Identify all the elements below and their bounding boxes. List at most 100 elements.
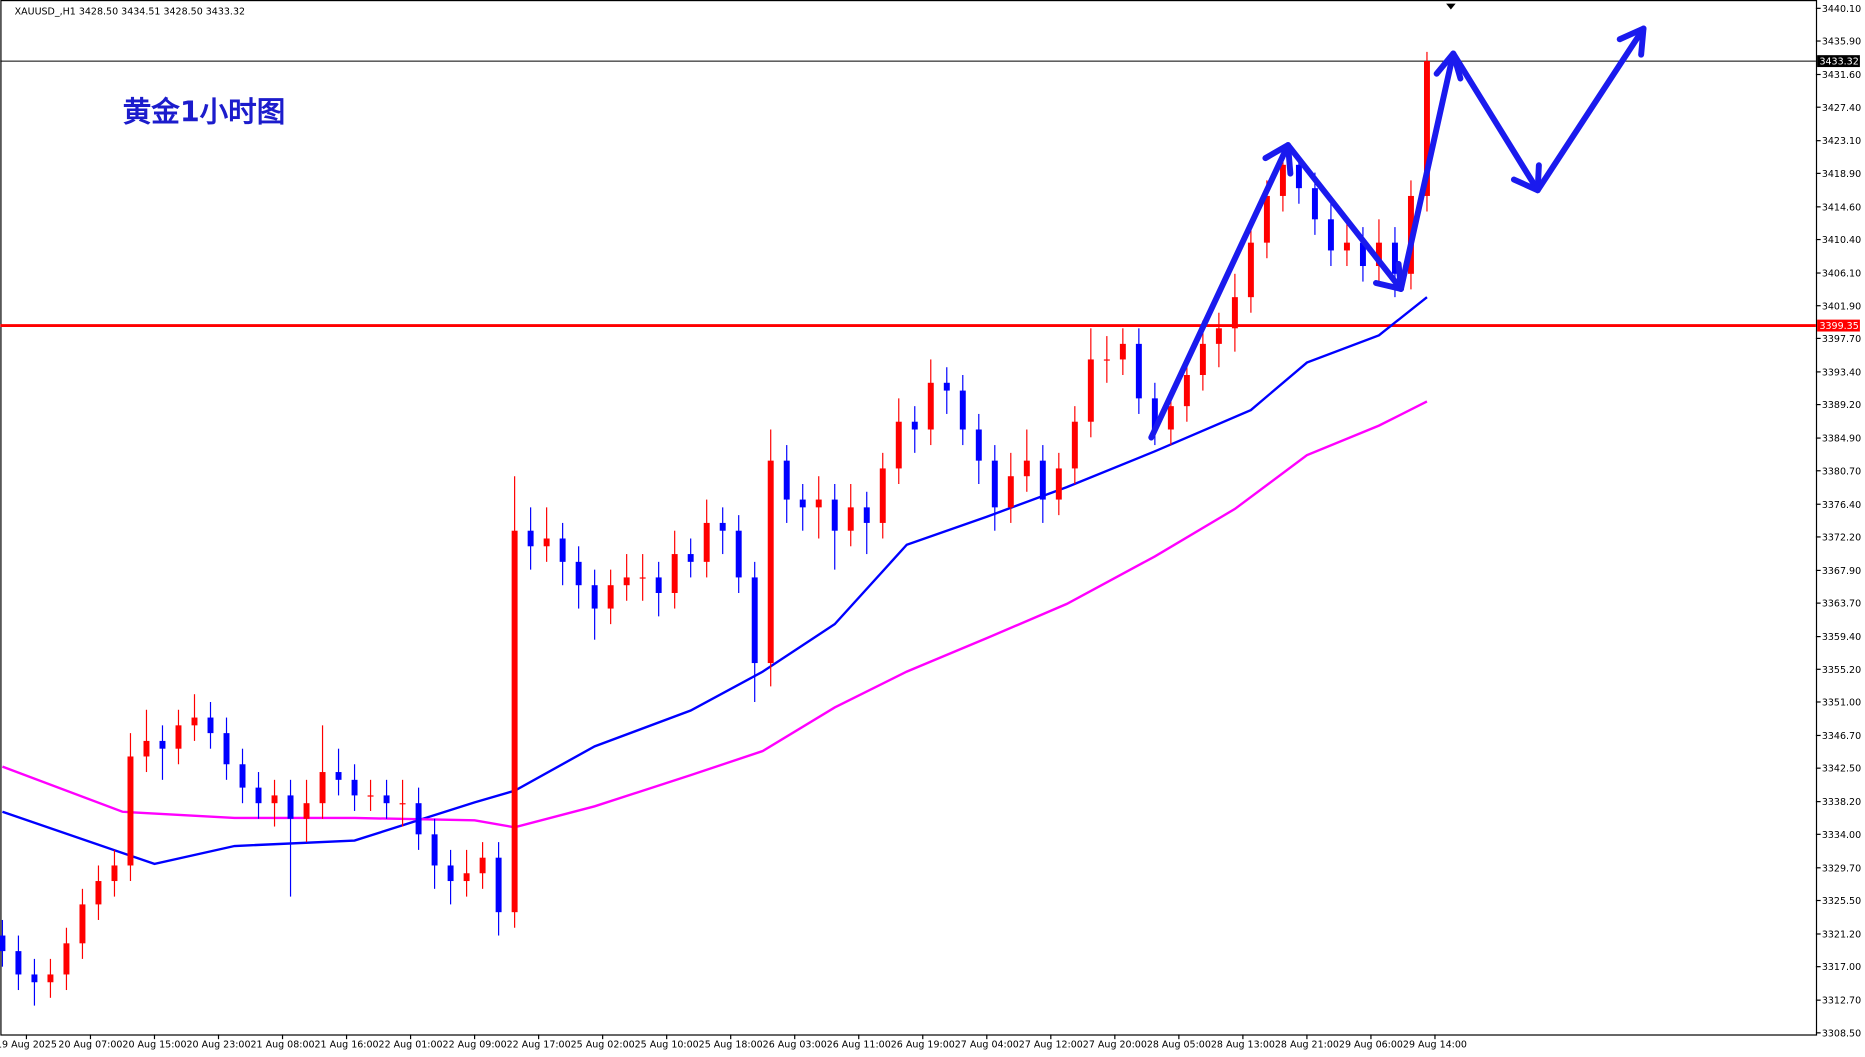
candle-body (1023, 460, 1030, 477)
x-tick-label: 19 Aug 2025 (0, 1039, 57, 1050)
x-tick-label: 26 Aug 19:00 (891, 1039, 955, 1050)
candle-body (431, 834, 438, 866)
candle-body (0, 935, 6, 952)
y-tick-label: 3325.50 (1822, 896, 1861, 907)
candle-body (687, 554, 694, 562)
x-tick-label: 27 Aug 04:00 (955, 1039, 1019, 1050)
moving-average (2, 296, 1428, 866)
y-tick-label: 3312.70 (1822, 996, 1861, 1007)
y-tick-label: 3342.50 (1822, 764, 1861, 775)
chart-layer: 3440.10 3435.90 3431.60 3427.40 3423.10 3418.… (0, 4, 1861, 1050)
x-tick-label: 20 Aug 07:00 (58, 1039, 122, 1050)
y-tick-label: 3376.40 (1822, 500, 1861, 511)
candle-body (319, 772, 326, 804)
candle-body (511, 530, 518, 913)
y-tick-label: 3406.10 (1822, 269, 1861, 280)
x-tick-label: 28 Aug 13:00 (1211, 1039, 1275, 1050)
shift-marker (1446, 3, 1456, 10)
candle-body (1231, 297, 1238, 329)
y-tick-label: 3380.70 (1822, 466, 1861, 477)
chart-title: XAUUSD_,H1 3428.50 3434.51 3428.50 3433.… (15, 6, 245, 17)
candle-body (31, 974, 38, 983)
y-tick-label: 3355.20 (1822, 665, 1861, 676)
candle-body (143, 740, 150, 757)
price-tag-label: 3433.32 (1819, 57, 1858, 68)
x-tick-label: 29 Aug 06:00 (1339, 1039, 1403, 1050)
candle-body (1119, 343, 1126, 360)
candle-body (815, 499, 822, 508)
y-tick-label: 3329.70 (1822, 863, 1861, 874)
candle-body (495, 857, 502, 913)
arrow-head (1262, 142, 1294, 177)
y-tick-label: 3321.20 (1822, 930, 1861, 941)
candle-body (303, 803, 310, 819)
candle-body (1423, 61, 1430, 196)
candle-body (351, 779, 358, 796)
y-tick-label: 3338.20 (1822, 797, 1861, 808)
candle-body (1103, 359, 1110, 361)
x-tick-label: 20 Aug 23:00 (186, 1039, 250, 1050)
y-tick-label: 3351.00 (1822, 698, 1861, 709)
candle-body (735, 530, 742, 578)
candle-body (127, 756, 134, 866)
y-tick-label: 3372.20 (1822, 533, 1861, 544)
y-tick-label: 3393.40 (1822, 367, 1861, 378)
candle-body (591, 585, 598, 609)
candle-body (1311, 188, 1318, 220)
candle-body (47, 974, 54, 983)
candle-body (479, 857, 486, 874)
x-tick-label: 26 Aug 03:00 (763, 1039, 827, 1050)
moving-average (2, 400, 1428, 829)
candle-body (527, 530, 534, 547)
price-tag-label: 3399.35 (1819, 321, 1858, 332)
candle-body (1071, 421, 1078, 469)
candle-body (239, 764, 246, 788)
candle-body (831, 499, 838, 531)
arrow-head (1433, 50, 1464, 82)
candle-body (559, 538, 566, 562)
candle-body (543, 538, 550, 547)
candle-body (367, 795, 374, 797)
candle-body (447, 865, 454, 882)
plot-frame (0, 0, 1818, 1036)
candle-body (223, 733, 230, 765)
y-tick-label: 3431.60 (1822, 70, 1861, 81)
x-tick-label: 22 Aug 17:00 (507, 1039, 571, 1050)
candle-body (1215, 328, 1222, 344)
x-tick-label: 25 Aug 02:00 (571, 1039, 635, 1050)
candle-body (175, 725, 182, 749)
candle-body (959, 390, 966, 430)
y-tick-label: 3346.70 (1822, 731, 1861, 742)
candle-body (879, 468, 886, 523)
candle-body (207, 717, 214, 734)
x-tick-label: 28 Aug 21:00 (1275, 1039, 1339, 1050)
candle-body (1375, 242, 1382, 267)
candle-body (1007, 476, 1014, 508)
y-tick-label: 3308.50 (1822, 1028, 1861, 1039)
candle-body (847, 507, 854, 531)
price-tag (1817, 319, 1860, 332)
candle-body (1391, 242, 1398, 274)
y-tick-label: 3401.90 (1822, 301, 1861, 312)
candle-body (927, 382, 934, 430)
candle-body (719, 522, 726, 531)
x-tick-label: 27 Aug 12:00 (1019, 1039, 1083, 1050)
candle-body (79, 904, 86, 944)
candle-body (895, 421, 902, 469)
y-tick-label: 3334.00 (1822, 830, 1861, 841)
candle-body (1087, 359, 1094, 422)
candle-body (799, 499, 806, 508)
x-tick-label: 20 Aug 15:00 (122, 1039, 186, 1050)
candle-body (607, 585, 614, 609)
x-tick-label: 21 Aug 08:00 (250, 1039, 314, 1050)
candle-body (1247, 242, 1254, 298)
candle-body (767, 460, 774, 664)
candle-body (991, 460, 998, 508)
candle-body (1183, 375, 1190, 407)
x-tick-label: 25 Aug 10:00 (635, 1039, 699, 1050)
x-tick-label: 22 Aug 09:00 (443, 1039, 507, 1050)
y-tick-label: 3363.70 (1822, 599, 1861, 610)
candle-body (751, 577, 758, 664)
candle-body (1279, 164, 1286, 196)
trend-arrows (1148, 25, 1647, 441)
